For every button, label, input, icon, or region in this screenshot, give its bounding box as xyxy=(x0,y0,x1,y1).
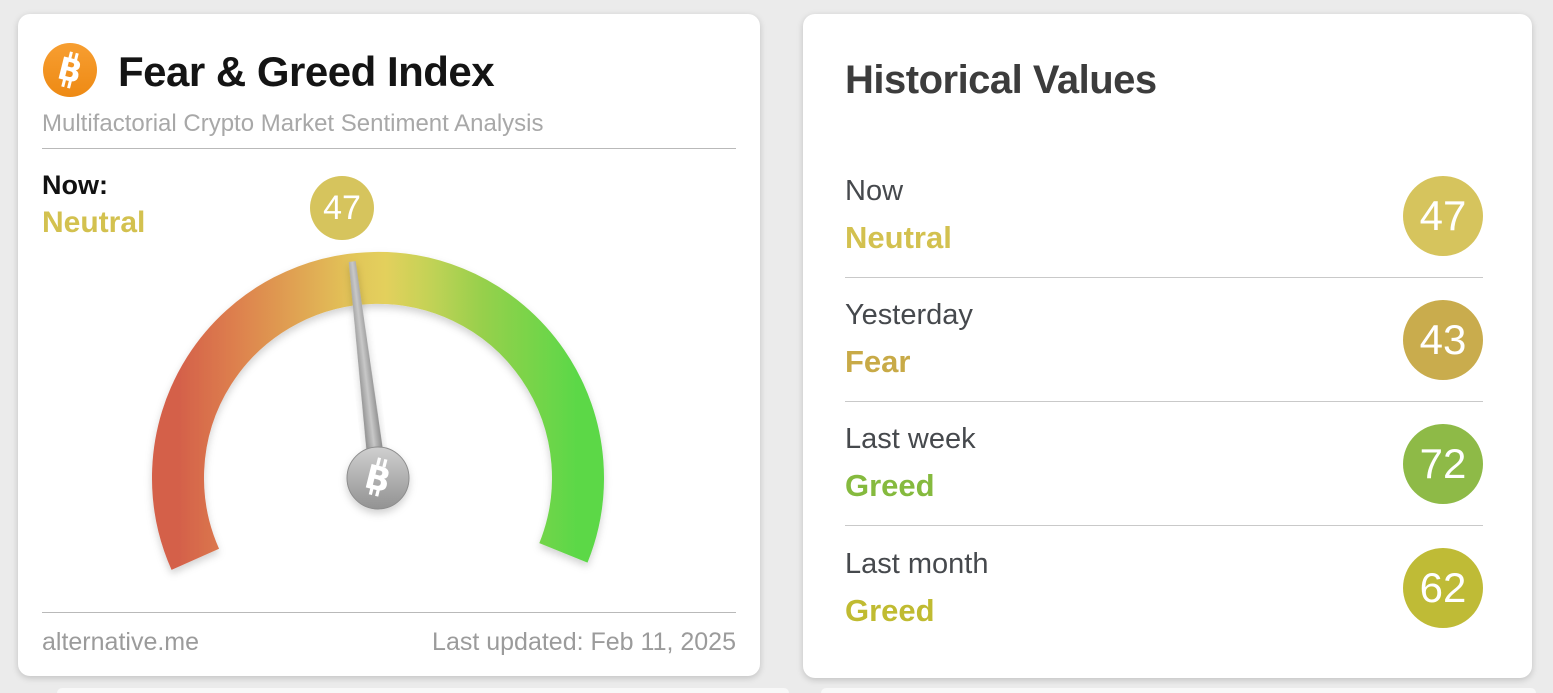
sentiment-gauge: B xyxy=(152,251,604,570)
gauge-needle xyxy=(348,261,388,482)
table-row-now: Now Neutral 47 xyxy=(845,154,1483,278)
row-label: Last week xyxy=(845,423,976,455)
row-sentiment: Greed xyxy=(845,592,935,628)
gauge-arc xyxy=(152,251,604,570)
header-divider xyxy=(42,148,736,149)
card-footer: alternative.me Last updated: Feb 11, 202… xyxy=(42,628,736,657)
historical-values-title: Historical Values xyxy=(845,58,1157,102)
value-badge: 43 xyxy=(1403,299,1483,380)
value-badge: 72 xyxy=(1403,423,1483,504)
table-row-last-month: Last month Greed 62 xyxy=(845,526,1483,650)
now-label: Now: xyxy=(42,170,108,200)
row-sentiment: Fear xyxy=(845,344,911,379)
historical-values-card: Historical Values Now Neutral 47 Yesterd… xyxy=(803,14,1532,678)
table-row-last-week: Last week Greed 72 xyxy=(845,402,1483,526)
row-label: Now xyxy=(845,175,904,207)
table-row-yesterday: Yesterday Fear 43 xyxy=(845,278,1483,402)
next-card-peek xyxy=(821,688,1536,693)
row-sentiment: Neutral xyxy=(845,220,952,255)
next-card-peek xyxy=(57,688,789,693)
gauge-value-badge: 47 xyxy=(310,176,374,240)
footer-divider xyxy=(42,612,736,613)
value-badge: 62 xyxy=(1403,548,1483,628)
bitcoin-icon: B xyxy=(43,43,97,97)
fear-greed-card: B Fear & Greed Index Multifactorial Cryp… xyxy=(18,14,760,676)
row-label: Last month xyxy=(845,547,989,580)
row-label: Yesterday xyxy=(845,299,973,331)
now-sentiment: Neutral xyxy=(42,206,146,239)
page-title: Fear & Greed Index xyxy=(118,48,495,95)
page-subtitle: Multifactorial Crypto Market Sentiment A… xyxy=(42,110,544,137)
value-badge: 47 xyxy=(1403,175,1483,256)
historical-rows: Now Neutral 47 Yesterday Fear 43 Last we… xyxy=(845,154,1483,650)
last-updated-text: Last updated: Feb 11, 2025 xyxy=(432,628,736,656)
source-link[interactable]: alternative.me xyxy=(42,628,200,656)
gauge-hub-bitcoin-icon: B xyxy=(346,446,410,510)
row-sentiment: Greed xyxy=(845,468,935,503)
